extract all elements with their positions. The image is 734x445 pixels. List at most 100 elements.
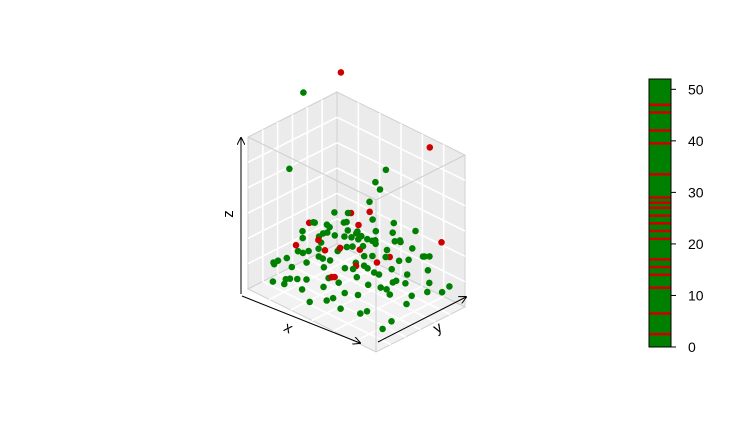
scatter-point xyxy=(370,269,378,276)
scatter-point xyxy=(353,273,361,281)
colorbar-highlight-band xyxy=(649,286,671,289)
y-axis-label: y xyxy=(430,319,445,338)
scatter-point xyxy=(306,298,314,306)
scatter-point xyxy=(343,218,350,226)
scatter-point xyxy=(388,318,395,325)
scatter-point-highlight xyxy=(328,273,335,281)
colorbar-highlight-band xyxy=(649,237,671,241)
scatter-point xyxy=(329,294,337,302)
colorbar-highlight-band xyxy=(649,201,671,204)
z-axis-label: z xyxy=(220,210,237,218)
scatter-point xyxy=(344,227,352,234)
scatter-point-highlight xyxy=(426,144,434,151)
scatter-point xyxy=(320,264,328,271)
scatter-point xyxy=(303,276,310,283)
scatter-point xyxy=(389,229,397,236)
scatter-point xyxy=(426,253,433,260)
scatter-point-highlight xyxy=(355,221,362,229)
scatter-points xyxy=(269,69,453,333)
scatter-point-highlight xyxy=(292,241,300,249)
scatter-point xyxy=(305,247,312,255)
colorbar-highlight-band xyxy=(649,111,671,114)
colorbar-highlight-band xyxy=(649,312,671,315)
scatter-point xyxy=(403,271,411,278)
colorbar-tick-label: 40 xyxy=(688,133,704,149)
scatter-point-highlight xyxy=(438,239,445,246)
scatter-point xyxy=(337,305,344,313)
scatter-point xyxy=(390,219,398,227)
scatter-point xyxy=(300,89,307,96)
scatter-point xyxy=(331,232,339,239)
scatter-point xyxy=(269,278,277,285)
scatter-point xyxy=(376,186,384,193)
scatter-point-highlight xyxy=(337,69,345,76)
scatter-point xyxy=(288,263,296,271)
scatter-point xyxy=(369,252,376,260)
scatter-point xyxy=(299,249,307,257)
scatter-point xyxy=(395,257,403,265)
colorbar-tick-label: 50 xyxy=(688,81,704,97)
x-axis-arrow xyxy=(241,295,360,343)
scatter-point xyxy=(341,233,348,240)
scatter-point xyxy=(372,240,379,248)
scatter-point xyxy=(403,300,410,308)
scatter-point-highlight xyxy=(373,259,381,266)
colorbar-highlight-band xyxy=(649,129,671,132)
colorbar-highlight-band xyxy=(649,173,671,176)
scatter-point-highlight xyxy=(336,244,344,252)
scatter-point xyxy=(299,227,306,235)
scatter-point xyxy=(357,310,364,317)
scatter-point xyxy=(408,292,416,300)
colorbar-highlight-band xyxy=(649,273,671,277)
colorbar-highlight-band xyxy=(649,196,671,199)
scatter-point xyxy=(391,238,399,245)
scatter-point xyxy=(424,267,432,274)
scatter-point xyxy=(303,259,310,266)
axis-arrows xyxy=(241,138,466,343)
scatter-point xyxy=(405,256,412,264)
scatter-point xyxy=(348,234,355,241)
scatter-point xyxy=(320,283,327,291)
scatter-point xyxy=(446,283,453,290)
scatter-point-highlight xyxy=(321,247,329,254)
scatter-point xyxy=(326,257,334,264)
scatter-point xyxy=(366,198,373,206)
colorbar-base xyxy=(649,79,671,347)
scatter-point xyxy=(392,277,400,285)
y-axis-arrow xyxy=(377,297,466,343)
x-axis-label: x xyxy=(281,319,296,338)
box-edge xyxy=(247,136,377,201)
scatter-point xyxy=(349,265,357,273)
colorbar-highlight-band xyxy=(649,258,671,261)
colorbar-tick-label: 0 xyxy=(688,339,696,355)
scatter-point xyxy=(382,166,390,174)
scatter-point xyxy=(369,216,376,223)
colorbar-border xyxy=(648,78,672,348)
scatter-point xyxy=(344,209,352,217)
scatter-point xyxy=(270,260,278,268)
colorbar-highlight-band xyxy=(649,206,671,210)
colorbar-highlight-band xyxy=(649,142,671,145)
scatter-point xyxy=(383,246,391,254)
scatter-point xyxy=(438,288,446,296)
scatter-point xyxy=(379,325,386,333)
scatter-point xyxy=(359,242,367,250)
scatter-point xyxy=(343,243,351,251)
colorbar-highlight-band xyxy=(649,214,671,217)
scatter-point xyxy=(299,234,307,242)
scatter-point xyxy=(349,243,356,250)
scatter-point xyxy=(286,165,293,173)
scatter-point xyxy=(383,286,390,293)
scatter-point xyxy=(396,237,404,244)
scatter-point xyxy=(426,279,433,287)
scatter-point xyxy=(402,280,409,287)
scatter-point xyxy=(315,245,322,252)
scatter-point xyxy=(311,219,319,226)
scatter-point xyxy=(360,252,368,260)
scatter-point xyxy=(364,281,372,289)
scatter-point xyxy=(409,245,416,252)
scatter-point xyxy=(372,227,380,235)
scatter-point xyxy=(341,289,349,297)
colorbar-tick-label: 20 xyxy=(688,236,704,252)
